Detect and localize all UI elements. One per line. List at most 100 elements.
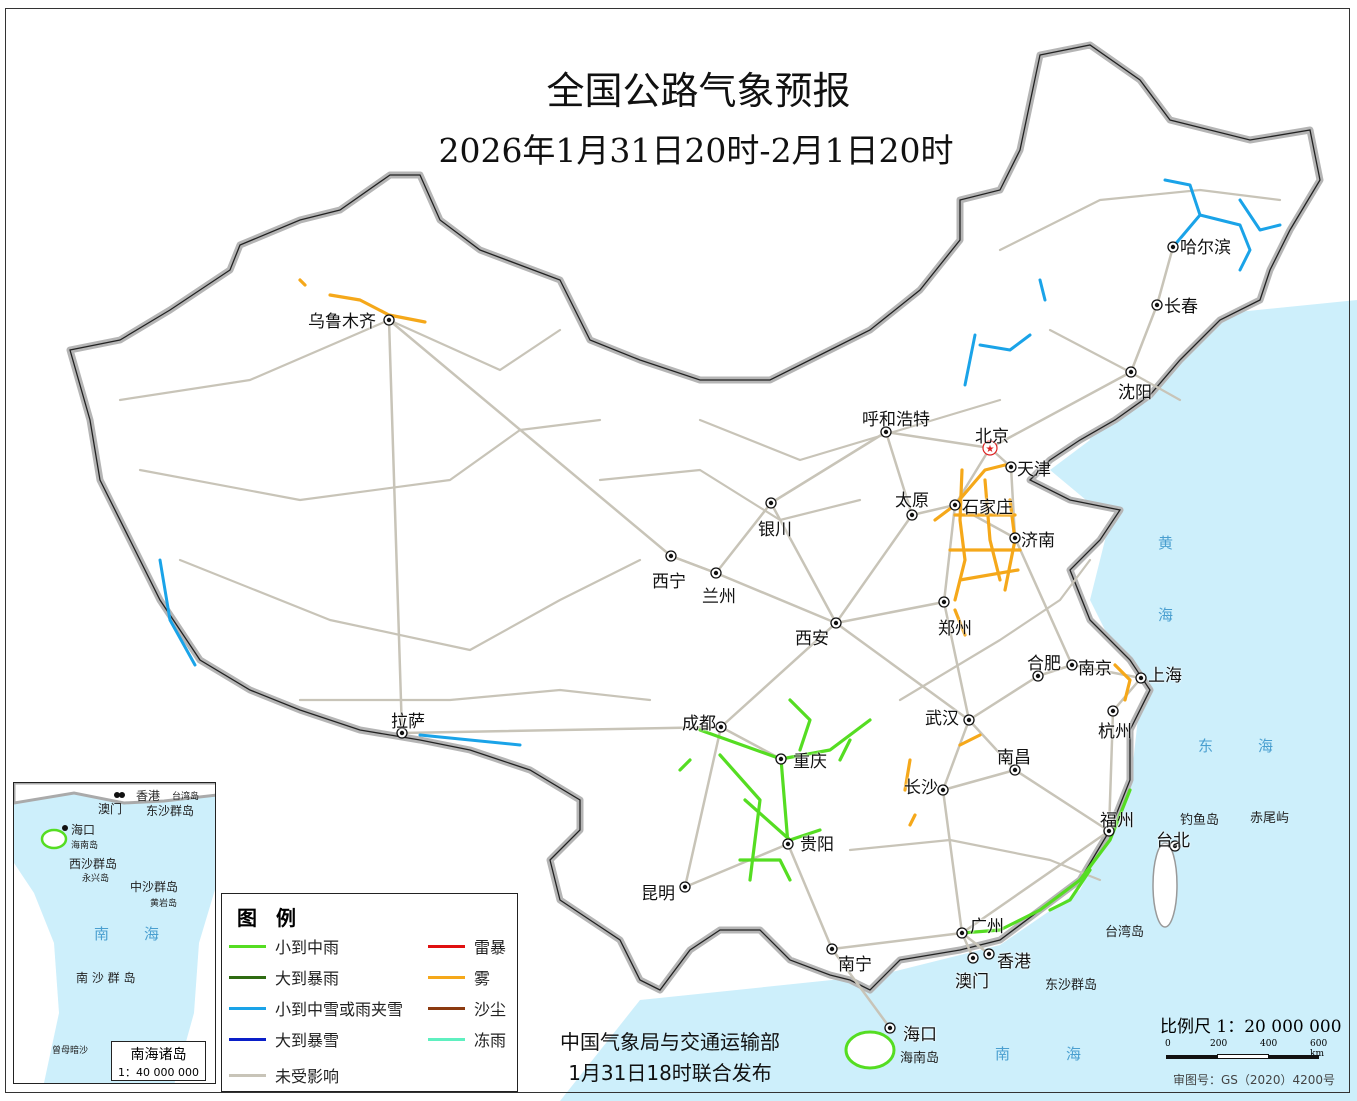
city-label: 重庆 [793, 752, 827, 772]
legend-swatch [428, 1006, 465, 1010]
place-label: 钓鱼岛 [1180, 813, 1220, 828]
city-marker [1032, 670, 1044, 682]
inset-label: 香港 [136, 789, 161, 803]
hainan-island [844, 1030, 896, 1070]
city-marker [906, 509, 918, 521]
road-segment [848, 838, 1102, 882]
inset-label: 澳门 [98, 802, 123, 816]
city-marker [963, 714, 975, 726]
road-segment [678, 758, 692, 772]
inset-scale: 1：40 000 000 [118, 1066, 199, 1079]
sea-label: 海 [1066, 1045, 1082, 1063]
road-segment [942, 503, 957, 604]
legend-swatch [229, 975, 266, 979]
capital-marker: ★ [982, 440, 998, 456]
city-label: 昆明 [641, 884, 675, 904]
legend-item: 小到中雪或雨夹雪 [229, 996, 403, 1020]
legend-label: 雾 [474, 969, 491, 988]
sea-label: 东 [1198, 737, 1214, 755]
city-marker [1169, 840, 1181, 852]
city-label: 贵阳 [800, 835, 834, 855]
legend-swatch [229, 1037, 266, 1041]
legend-label: 小到中雪或雨夹雪 [275, 1000, 404, 1019]
scale-tick: 600 km [1310, 1039, 1328, 1059]
city-marker [1135, 672, 1147, 684]
city-label: 长沙 [904, 778, 938, 798]
city-label: 乌鲁木齐 [308, 312, 376, 332]
city-label: 拉萨 [391, 712, 425, 732]
city-marker [826, 943, 838, 955]
place-label: 赤尾屿 [1250, 811, 1290, 826]
map-frame [5, 8, 1350, 1093]
city-label: 杭州 [1098, 722, 1132, 742]
legend-item: 冻雨 [428, 1027, 506, 1051]
scale-bar: 比例尺 1：20 000 000 0 200 400 600 km [1160, 1012, 1342, 1067]
road-segment [387, 318, 673, 558]
road-segment [1038, 278, 1047, 302]
city-marker [967, 952, 979, 964]
road-segment [988, 370, 1133, 450]
place-label: 海南岛 [900, 1051, 940, 1066]
city-marker [937, 784, 949, 796]
city-label: 台北 [1156, 831, 1190, 851]
legend-item: 雷暴 [428, 934, 506, 958]
road-segment [1113, 663, 1132, 702]
inset-label: 台湾岛 [172, 792, 200, 802]
city-label: 香港 [997, 952, 1031, 972]
city-label: 银川 [758, 520, 792, 540]
road-segment [1155, 245, 1175, 307]
legend-swatch [428, 975, 465, 979]
city-marker [884, 1022, 896, 1034]
map-title: 全国公路气象预报 [546, 69, 851, 113]
road-segment [138, 418, 602, 502]
road-segment [1036, 663, 1074, 678]
road-segment [1013, 768, 1111, 833]
scale-tick: 400 [1260, 1039, 1278, 1049]
publisher-info: 中国气象局与交通运输部 1月31日18时联合发布 [540, 1027, 800, 1089]
map-review-number: 审图号：GS（2020）4200号 [1173, 1073, 1335, 1087]
inset-title: 南海诸岛 [130, 1047, 187, 1063]
inset-label: 曾母暗沙 [52, 1046, 89, 1056]
road-segment [903, 758, 912, 792]
city-marker [1009, 764, 1021, 776]
city-marker [1103, 825, 1115, 837]
road-segment [983, 478, 1002, 582]
road-segment [1198, 213, 1252, 272]
city-label: 海口 [903, 1025, 937, 1045]
inset-legend-box: 南海诸岛 1：40 000 000 [111, 1041, 206, 1081]
road-segment [178, 558, 642, 652]
inset-label: 南 [94, 925, 110, 943]
road-segment [669, 554, 718, 575]
road-segment [1107, 709, 1115, 833]
city-marker [1151, 299, 1163, 311]
road-segment [598, 468, 862, 522]
road-segment [933, 463, 1007, 522]
city-label: 济南 [1021, 531, 1055, 551]
sea-label: 海 [1158, 606, 1174, 624]
road-segment [908, 813, 917, 827]
road-segment [910, 503, 957, 517]
road-segment [418, 733, 522, 747]
road-segment [788, 698, 812, 752]
publisher-line: 中国气象局与交通运输部 [560, 1030, 780, 1054]
road-segment [1013, 536, 1074, 667]
legend: 图 例 小到中雨 大到暴雨 小到中雪或雨夹雪 大到暴雪 未受影响 雷暴雾沙尘 冻雨 [221, 893, 518, 1092]
legend-title: 图 例 [237, 906, 302, 930]
road-segment [683, 842, 790, 889]
city-label: 南昌 [997, 748, 1031, 768]
road-segment [714, 571, 838, 625]
publish-time: 1月31日18时联合发布 [568, 1061, 772, 1085]
city-marker [949, 499, 961, 511]
road-segment [963, 333, 977, 387]
city-marker [1125, 366, 1137, 378]
road-segment [834, 600, 946, 625]
road-segment [298, 688, 652, 702]
road-network [118, 178, 1282, 1030]
road-segment [1129, 303, 1159, 374]
inset-label: 中沙群岛 [130, 880, 179, 894]
city-label: 兰州 [702, 587, 736, 607]
legend-label: 未受影响 [275, 1067, 340, 1086]
legend-swatch [229, 1006, 266, 1010]
road-segment [1070, 663, 1143, 680]
